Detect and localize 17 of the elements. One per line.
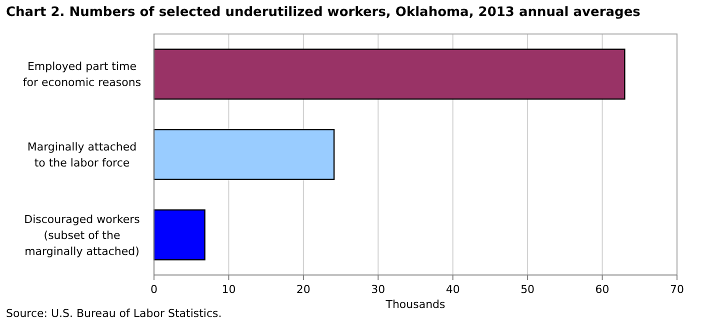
x-tick-label: 60 xyxy=(595,283,610,296)
x-tick-label: 10 xyxy=(222,283,236,296)
x-tick-label: 20 xyxy=(296,283,310,296)
x-tick-label: 30 xyxy=(371,283,386,296)
bar xyxy=(153,128,335,180)
y-tick-label: Discouraged workers (subset of the marginally attached) xyxy=(24,212,140,258)
bar xyxy=(153,48,626,100)
y-tick-label: Marginally attached to the labor force xyxy=(27,140,137,170)
x-tick-label: 70 xyxy=(670,283,684,296)
y-tick-label: Employed part time for economic reasons xyxy=(22,60,142,90)
x-tick-label: 40 xyxy=(446,283,460,296)
source-note: Source: U.S. Bureau of Labor Statistics. xyxy=(6,307,222,320)
x-tick-label: 0 xyxy=(150,283,158,296)
bar xyxy=(153,209,206,260)
x-axis-title: Thousands xyxy=(384,298,446,311)
chart-title: Chart 2. Numbers of selected underutilized workers, Oklahoma, 2013 annual averages xyxy=(6,5,641,20)
x-tick-label: 50 xyxy=(520,283,535,296)
